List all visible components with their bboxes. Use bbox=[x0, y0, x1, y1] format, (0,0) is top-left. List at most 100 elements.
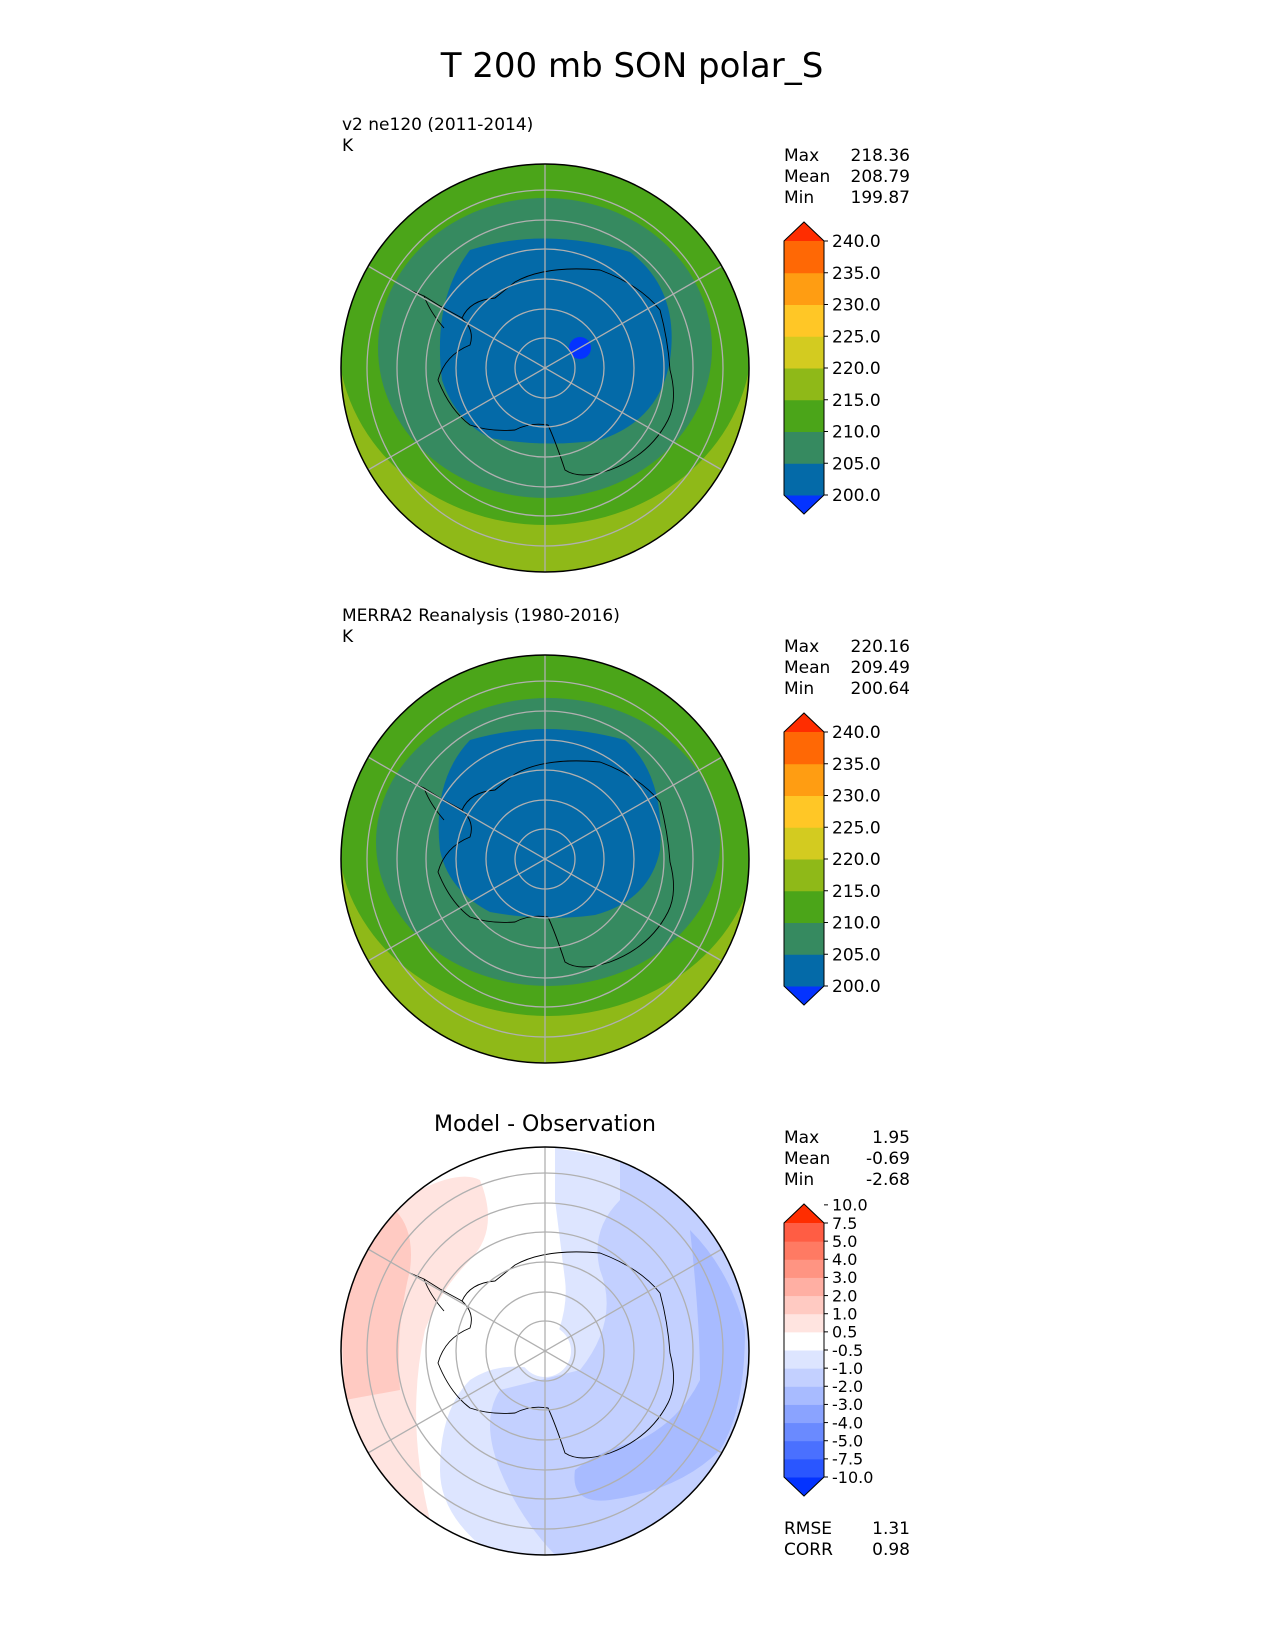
panel-diff-grid bbox=[366, 1147, 724, 1555]
panel-test-colorbar: 200.0 205.0 210.0 215.0 220.0 225.0 230.0 235.0… bbox=[783, 221, 881, 515]
colorbar-segment bbox=[784, 1277, 824, 1297]
panel-reference: MERRA2 Reanalysis (1980-2016) K bbox=[340, 606, 910, 1064]
colorbar-tick-label: 235.0 bbox=[832, 755, 881, 775]
panel-diff-metrics: RMSE 1.31 CORR 0.98 bbox=[784, 1519, 910, 1560]
panel-reference-colorbar: 200.0 205.0 210.0 215.0 220.0 225.0 230.0 235.0… bbox=[783, 712, 881, 1006]
stat-max-name: Max bbox=[784, 146, 819, 166]
colorbar-segment bbox=[784, 463, 824, 496]
panel-diff: Model - Observation bbox=[340, 1112, 910, 1560]
panel-diff-stats: Max 1.95 Mean -0.69 Min -2.68 bbox=[784, 1128, 910, 1190]
panel-diff-colorbar: -10.0-7.5-5.0-4.0-3.0-2.0-1.0-0.50.51.02… bbox=[783, 1196, 873, 1497]
colorbar-tick-label: 210.0 bbox=[832, 914, 881, 934]
panel-reference-label: MERRA2 Reanalysis (1980-2016) bbox=[342, 606, 620, 626]
colorbar-tick-label: 0.5 bbox=[832, 1323, 857, 1342]
colorbar-segment bbox=[784, 827, 824, 860]
stat-max-value: 218.36 bbox=[851, 146, 910, 166]
colorbar-tick-label: 220.0 bbox=[832, 850, 881, 870]
panel-reference-grid bbox=[366, 655, 724, 1063]
colorbar-tick-label: 220.0 bbox=[832, 359, 881, 379]
panel-test-units: K bbox=[342, 136, 354, 156]
panel-reference-stats: Max 220.16 Mean 209.49 Min 200.64 bbox=[784, 637, 910, 699]
panel-test-label: v2 ne120 (2011-2014) bbox=[342, 115, 533, 135]
colorbar-segment bbox=[784, 859, 824, 892]
colorbar-segment bbox=[784, 368, 824, 401]
colorbar-tick-label: -10.0 bbox=[832, 1468, 873, 1487]
colorbar-tick-label: 215.0 bbox=[832, 882, 881, 902]
metric-corr-value: 0.98 bbox=[872, 1540, 910, 1560]
colorbar-segment bbox=[784, 1350, 824, 1369]
metric-rmse-value: 1.31 bbox=[872, 1519, 910, 1539]
stat-mean-value: 209.49 bbox=[851, 658, 910, 678]
colorbar-segment bbox=[784, 272, 824, 305]
colorbar-tick-label: -7.5 bbox=[832, 1450, 863, 1469]
colorbar-tick-label: -0.5 bbox=[832, 1341, 863, 1360]
colorbar-segment bbox=[784, 1458, 824, 1478]
metric-rmse-name: RMSE bbox=[784, 1519, 832, 1539]
panel-reference-units: K bbox=[342, 627, 354, 647]
colorbar-segment bbox=[784, 304, 824, 337]
colorbar-segment bbox=[784, 1223, 824, 1242]
colorbar-segment bbox=[784, 1404, 824, 1424]
colorbar-tick-label: 205.0 bbox=[832, 945, 881, 965]
stat-min-value: 200.64 bbox=[851, 679, 910, 699]
colorbar-extend-max bbox=[784, 713, 824, 732]
colorbar-segment bbox=[784, 1422, 824, 1442]
stat-min-name: Min bbox=[784, 679, 814, 699]
colorbar-tick-label: 230.0 bbox=[832, 787, 881, 807]
stat-mean-name: Mean bbox=[784, 658, 830, 678]
stat-min-value: -2.68 bbox=[866, 1170, 910, 1190]
panel-reference-boundary bbox=[340, 654, 750, 1064]
colorbar-segment bbox=[784, 431, 824, 464]
colorbar-tick-label: 205.0 bbox=[832, 454, 881, 474]
colorbar-tick-label: 3.0 bbox=[832, 1268, 857, 1287]
panel-test-stats: Max 218.36 Mean 208.79 Min 199.87 bbox=[784, 146, 910, 208]
colorbar-tick-label: 4.0 bbox=[832, 1250, 857, 1269]
colorbar-tick-label: 225.0 bbox=[832, 818, 881, 838]
colorbar-tick-label: 240.0 bbox=[832, 723, 881, 743]
colorbar-tick-label: -2.0 bbox=[832, 1377, 863, 1396]
colorbar-tick-label: 1.0 bbox=[832, 1304, 857, 1323]
colorbar-tick-label: -5.0 bbox=[832, 1431, 863, 1450]
colorbar-segment bbox=[784, 1241, 824, 1260]
colorbar-segment bbox=[784, 1386, 824, 1405]
colorbar-segment bbox=[784, 241, 824, 274]
stat-mean-value: 208.79 bbox=[851, 167, 910, 187]
colorbar-tick-label: 10.0 bbox=[832, 1196, 868, 1215]
colorbar-segment bbox=[784, 1368, 824, 1387]
stat-max-name: Max bbox=[784, 1128, 819, 1148]
colorbar-tick-label: -3.0 bbox=[832, 1395, 863, 1414]
figure-title: T 200 mb SON polar_S bbox=[440, 46, 824, 86]
colorbar-segment bbox=[784, 1313, 824, 1333]
colorbar-tick-label: 200.0 bbox=[832, 977, 881, 997]
stat-max-name: Max bbox=[784, 637, 819, 657]
stat-min-name: Min bbox=[784, 188, 814, 208]
colorbar-segment bbox=[784, 1259, 824, 1278]
colorbar-extend-max bbox=[784, 222, 824, 241]
colorbar-tick-label: -4.0 bbox=[832, 1413, 863, 1432]
colorbar-tick-label: 235.0 bbox=[832, 264, 881, 284]
panel-test-boundary bbox=[340, 163, 750, 573]
stat-max-value: 1.95 bbox=[872, 1128, 910, 1148]
stat-max-value: 220.16 bbox=[851, 637, 910, 657]
colorbar-tick-label: 2.0 bbox=[832, 1286, 857, 1305]
colorbar-extend-min bbox=[784, 1477, 824, 1496]
metric-corr-name: CORR bbox=[784, 1540, 833, 1560]
colorbar-segment bbox=[784, 1295, 824, 1315]
colorbar-tick-label: 7.5 bbox=[832, 1214, 857, 1233]
colorbar-tick-label: 200.0 bbox=[832, 486, 881, 506]
panel-diff-boundary bbox=[340, 1146, 750, 1556]
colorbar-extend-min bbox=[784, 986, 824, 1005]
panel-test-grid bbox=[366, 164, 724, 572]
colorbar-tick-label: -1.0 bbox=[832, 1359, 863, 1378]
panel-diff-title: Model - Observation bbox=[434, 1112, 656, 1137]
colorbar-tick-label: 5.0 bbox=[832, 1232, 857, 1251]
colorbar-tick-label: 215.0 bbox=[832, 391, 881, 411]
colorbar-tick-label: 240.0 bbox=[832, 232, 881, 252]
colorbar-segment bbox=[784, 890, 824, 923]
field-band-202 bbox=[439, 238, 672, 444]
colorbar-tick-label: 230.0 bbox=[832, 296, 881, 316]
field-band-202 bbox=[438, 729, 661, 918]
stat-min-name: Min bbox=[784, 1170, 814, 1190]
colorbar-tick-label: 210.0 bbox=[832, 423, 881, 443]
